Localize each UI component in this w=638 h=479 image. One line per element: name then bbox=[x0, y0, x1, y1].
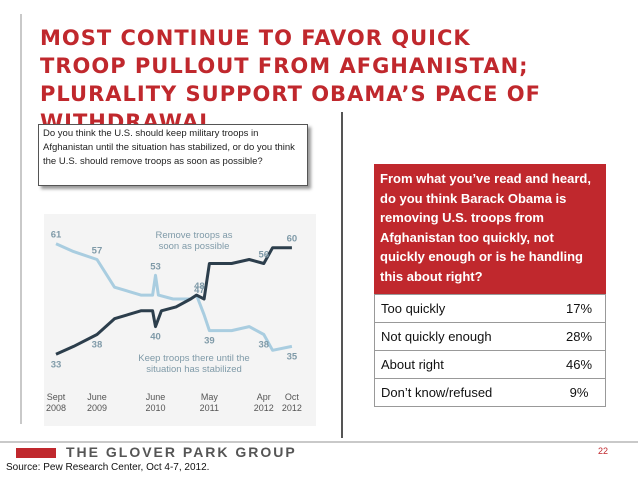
vertical-divider bbox=[341, 112, 343, 438]
data-label: 40 bbox=[150, 332, 161, 343]
result-row: Too quickly 17% bbox=[374, 294, 606, 323]
x-tick-label: 2009 bbox=[87, 403, 107, 413]
company-logo-text: THE GLOVER PARK GROUP bbox=[66, 444, 297, 460]
data-label: 33 bbox=[51, 359, 62, 370]
x-tick-label: Apr bbox=[257, 392, 271, 402]
x-tick-label: 2008 bbox=[46, 403, 66, 413]
data-label: 56 bbox=[259, 249, 270, 260]
x-tick-label: June bbox=[146, 392, 166, 402]
page-title: MOST CONTINUE TO FAVOR QUICK TROOP PULLO… bbox=[40, 26, 541, 134]
data-label: 39 bbox=[204, 336, 215, 347]
result-value: 17% bbox=[565, 301, 593, 316]
data-label: 57 bbox=[92, 246, 103, 257]
x-tick-label: 2011 bbox=[200, 403, 219, 413]
data-label: 38 bbox=[92, 340, 103, 351]
x-tick-label: 2010 bbox=[145, 403, 165, 413]
source-note: Source: Pew Research Center, Oct 4-7, 20… bbox=[6, 462, 210, 473]
remove-series-label: soon as possible bbox=[159, 241, 230, 252]
chart-container: Sept 2008 June 2009 June 2010 May 2011 Apr 2012 Oc… bbox=[44, 214, 316, 426]
keep-series-label: situation has stabilized bbox=[146, 364, 242, 375]
keep-series-label: Keep troops there until the bbox=[138, 353, 249, 364]
data-label: 38 bbox=[259, 340, 270, 351]
data-label: 53 bbox=[150, 261, 161, 272]
glover-park-logo-icon bbox=[16, 448, 56, 458]
x-tick-label: June bbox=[87, 392, 107, 402]
result-row: Don’t know/refused 9% bbox=[374, 379, 606, 407]
result-value: 28% bbox=[565, 329, 593, 344]
obama-pace-panel: From what you’ve read and heard, do you … bbox=[374, 164, 606, 407]
panel-question: From what you’ve read and heard, do you … bbox=[374, 164, 606, 294]
x-tick-label: Oct bbox=[285, 392, 300, 402]
keep-troops-line bbox=[55, 246, 292, 356]
x-tick-label: Sept bbox=[47, 392, 66, 402]
result-label: Not quickly enough bbox=[381, 329, 492, 344]
question-box: Do you think the U.S. should keep milita… bbox=[38, 124, 308, 186]
remove-series-label: Remove troops as bbox=[155, 230, 232, 241]
result-row: Not quickly enough 28% bbox=[374, 323, 606, 351]
result-value: 46% bbox=[565, 357, 593, 372]
footer-rule bbox=[0, 441, 638, 443]
result-label: About right bbox=[381, 357, 444, 372]
remove-troops-line bbox=[55, 242, 293, 352]
x-tick-label: May bbox=[201, 392, 219, 402]
left-rule bbox=[20, 14, 22, 424]
result-row: About right 46% bbox=[374, 351, 606, 379]
data-label: 35 bbox=[287, 351, 298, 362]
x-tick-label: 2012 bbox=[254, 403, 274, 413]
data-label: 47 bbox=[194, 285, 205, 296]
data-label: 61 bbox=[51, 230, 62, 241]
result-label: Too quickly bbox=[381, 301, 446, 316]
data-label: 60 bbox=[287, 234, 298, 245]
page-number: 22 bbox=[598, 446, 609, 456]
trend-chart: Sept2008June2009June2010May2011Apr2012Oc… bbox=[46, 230, 302, 413]
x-tick-label: 2012 bbox=[282, 403, 302, 413]
result-label: Don’t know/refused bbox=[381, 385, 493, 400]
data-label: 48 bbox=[194, 281, 205, 292]
result-value: 9% bbox=[569, 385, 589, 400]
